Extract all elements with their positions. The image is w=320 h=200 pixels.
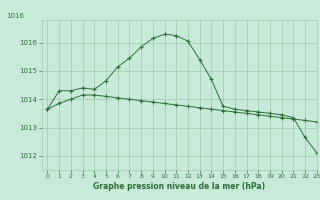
X-axis label: Graphe pression niveau de la mer (hPa): Graphe pression niveau de la mer (hPa) <box>93 182 265 191</box>
Text: 1016: 1016 <box>6 12 24 19</box>
